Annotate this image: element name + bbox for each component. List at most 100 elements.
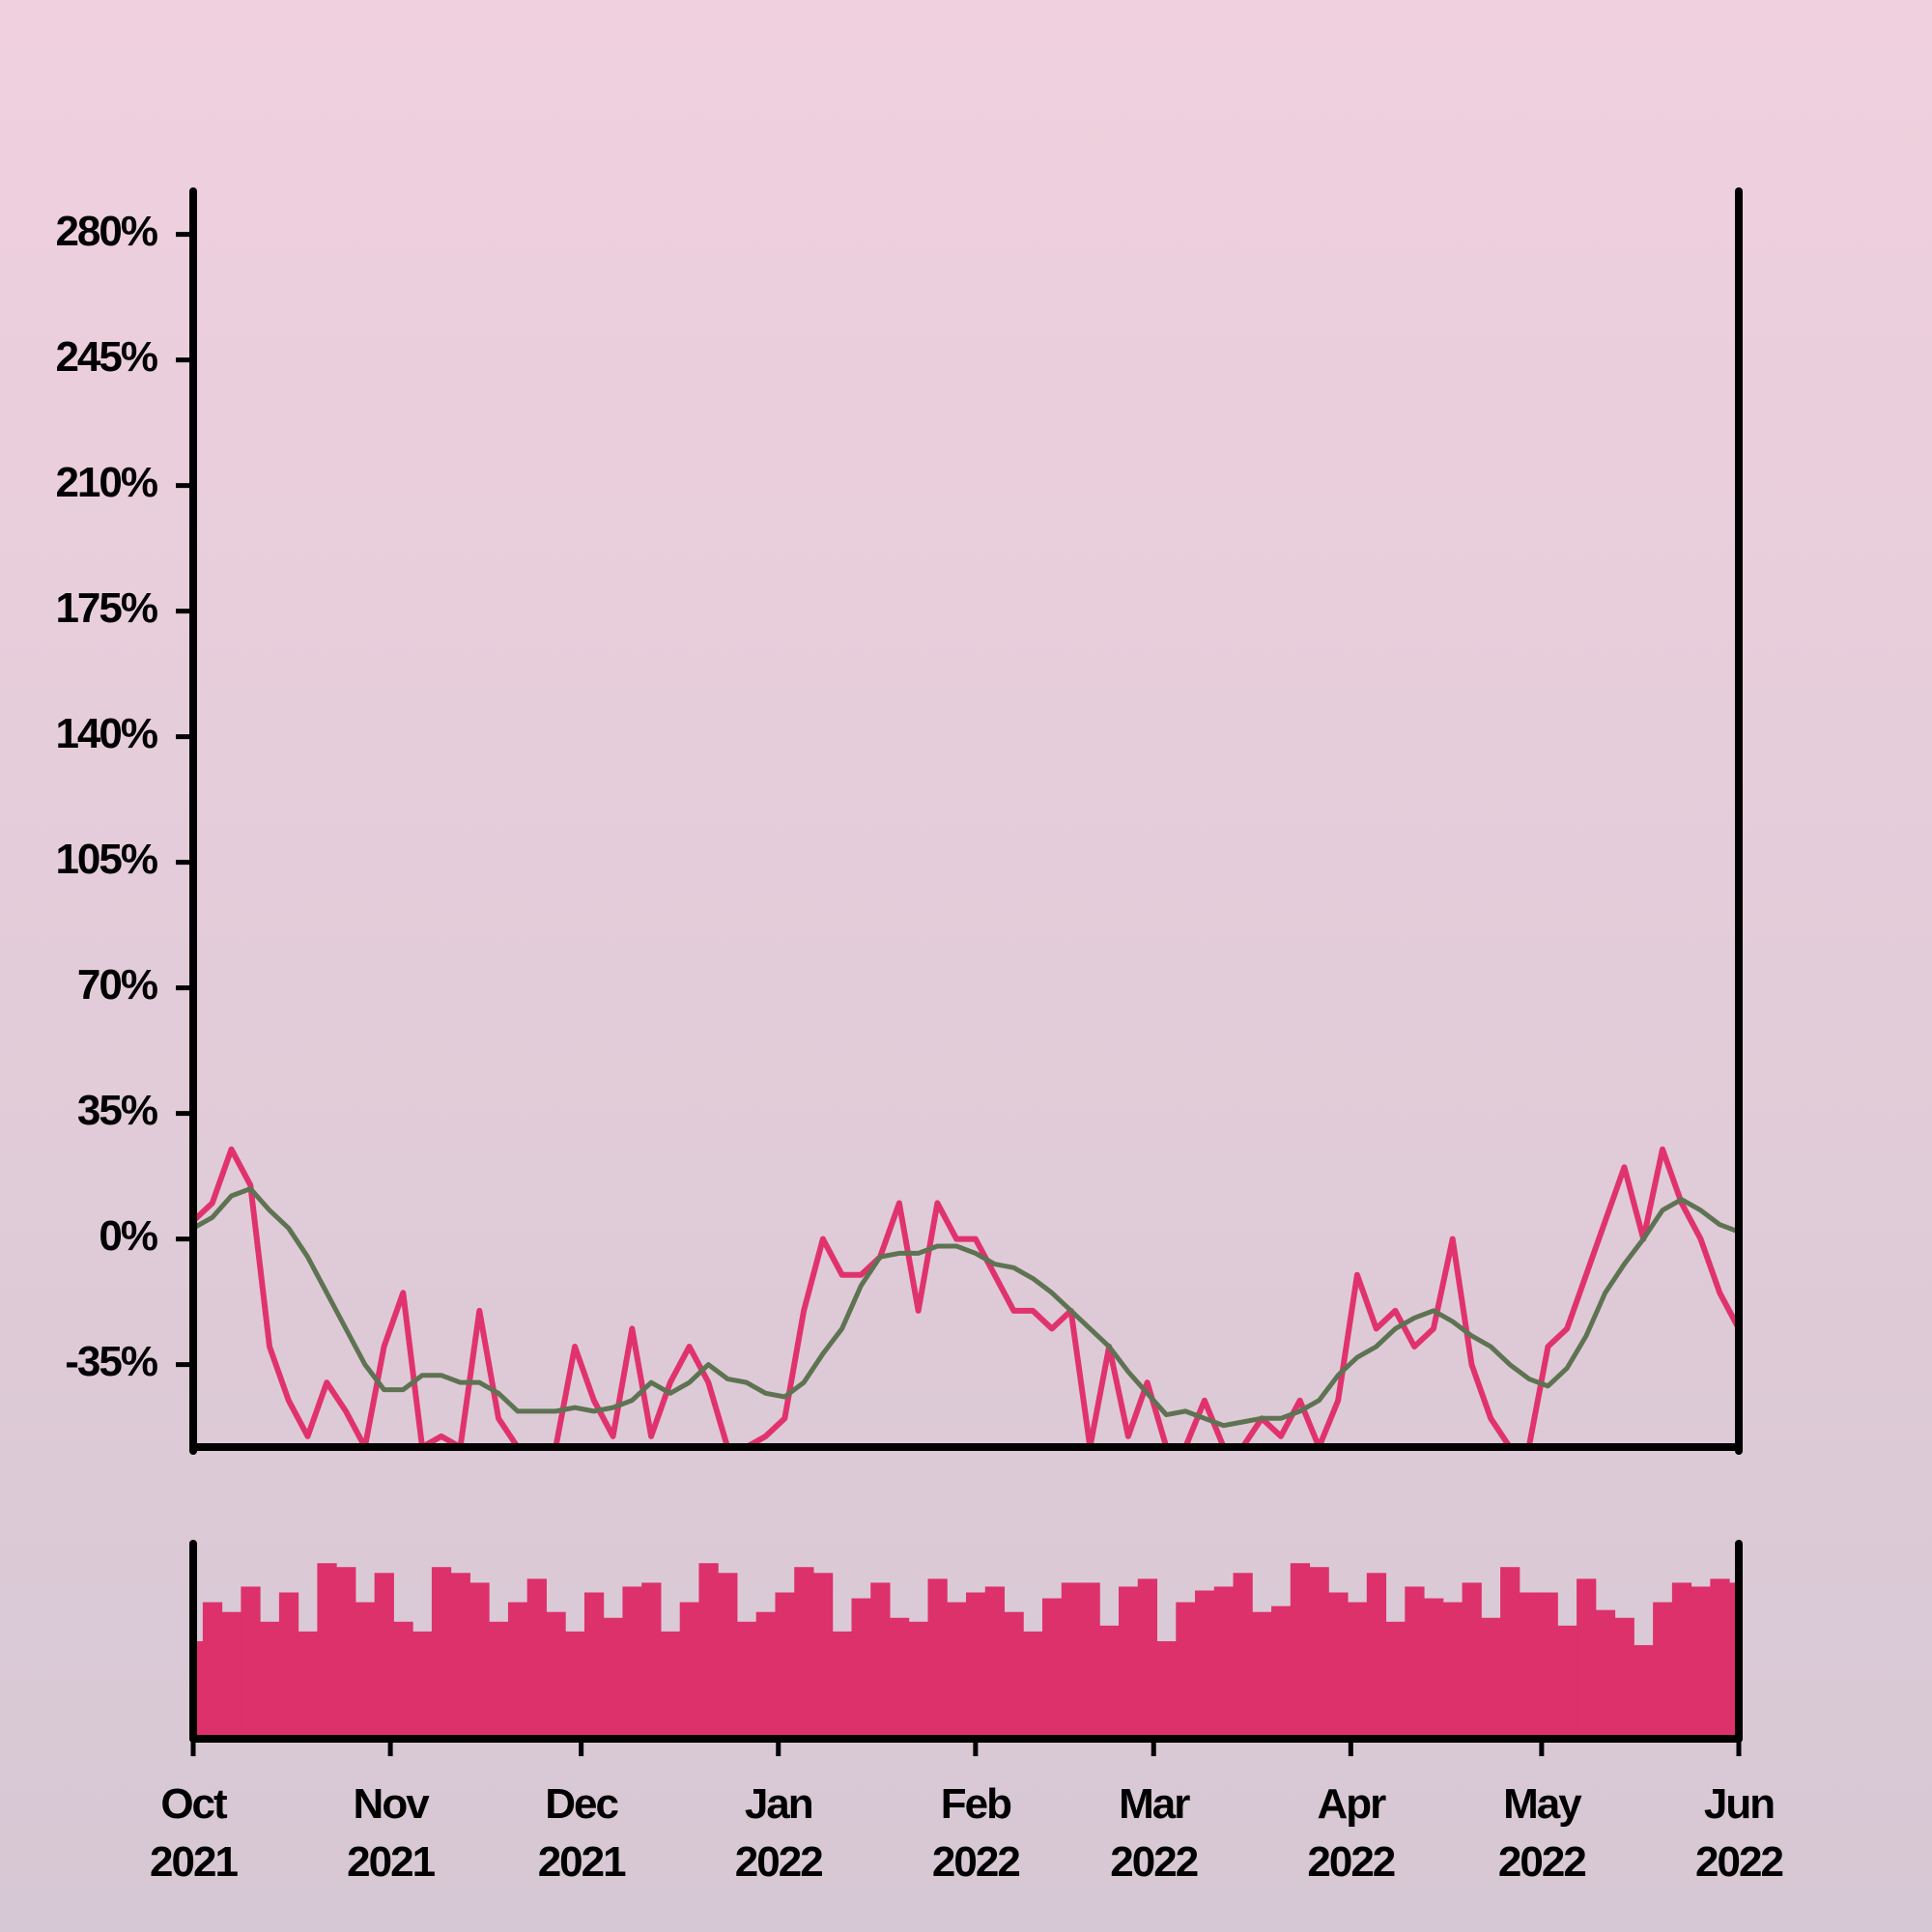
volume-bar bbox=[1328, 1592, 1349, 1739]
volume-bar bbox=[526, 1578, 547, 1739]
x-tick-label: Jan 2022 bbox=[734, 1780, 824, 1886]
y-tick-label: 210% bbox=[55, 459, 156, 506]
volume-bar bbox=[412, 1631, 433, 1739]
volume-bar bbox=[1634, 1645, 1654, 1739]
volume-bar bbox=[278, 1592, 299, 1739]
volume-bar bbox=[1176, 1602, 1196, 1739]
y-tick-label: 245% bbox=[55, 333, 156, 381]
y-tick-label: 0% bbox=[99, 1212, 156, 1260]
volume-bar bbox=[374, 1573, 394, 1739]
volume-bar bbox=[1233, 1573, 1253, 1739]
volume-bar bbox=[736, 1621, 757, 1739]
x-tick-label: Apr 2022 bbox=[1307, 1780, 1396, 1886]
x-tick-label: Mar 2022 bbox=[1110, 1780, 1199, 1886]
volume-bar bbox=[1195, 1590, 1215, 1739]
volume-bar bbox=[794, 1567, 814, 1739]
volume-bar bbox=[622, 1586, 642, 1739]
volume-bar bbox=[431, 1567, 452, 1739]
volume-bar bbox=[565, 1631, 585, 1739]
volume-bar bbox=[984, 1586, 1006, 1739]
volume-bar bbox=[927, 1578, 948, 1739]
volume-bar bbox=[1557, 1625, 1577, 1739]
volume-bar bbox=[1481, 1617, 1501, 1739]
volume-bar bbox=[1348, 1602, 1368, 1739]
volume-bar bbox=[1385, 1621, 1406, 1739]
x-tick-label: Feb 2022 bbox=[931, 1780, 1021, 1886]
volume-bar bbox=[851, 1598, 871, 1739]
volume-bar bbox=[1442, 1602, 1463, 1739]
volume-bar bbox=[1023, 1631, 1043, 1739]
volume-bar bbox=[1710, 1578, 1730, 1739]
volume-bar bbox=[832, 1631, 852, 1739]
volume-bar bbox=[1119, 1586, 1139, 1739]
series-line bbox=[193, 1146, 1739, 1447]
volume-bar bbox=[355, 1602, 376, 1739]
volume-bar bbox=[583, 1592, 605, 1739]
x-tick-label: Oct 2021 bbox=[150, 1780, 239, 1886]
y-tick-label: -35% bbox=[65, 1338, 157, 1385]
volume-bar bbox=[1462, 1582, 1482, 1739]
volume-bar bbox=[1500, 1567, 1520, 1739]
volume-bar bbox=[202, 1602, 223, 1739]
volume-bar bbox=[1061, 1582, 1082, 1739]
volume-bar bbox=[775, 1592, 795, 1739]
volume-bar bbox=[660, 1631, 681, 1739]
x-tick-label: May 2022 bbox=[1497, 1780, 1587, 1886]
volume-bar bbox=[947, 1602, 967, 1739]
volume-bar bbox=[603, 1617, 623, 1739]
volume-bar bbox=[260, 1621, 280, 1739]
x-tick-label: Jun 2022 bbox=[1695, 1780, 1784, 1886]
volume-bar bbox=[1595, 1609, 1616, 1739]
volume-bar bbox=[908, 1621, 928, 1739]
volume-bar bbox=[317, 1563, 337, 1739]
y-tick-label: 70% bbox=[77, 961, 157, 1009]
volume-bar bbox=[1519, 1592, 1540, 1739]
volume-bar bbox=[1309, 1567, 1329, 1739]
volume-bar bbox=[546, 1611, 566, 1739]
volume-bar bbox=[1653, 1602, 1673, 1739]
volume-bar bbox=[1271, 1605, 1292, 1739]
volume-bar bbox=[469, 1582, 490, 1739]
volume-bar bbox=[679, 1602, 699, 1739]
volume-bar bbox=[718, 1573, 738, 1739]
x-tick-label: Nov 2021 bbox=[347, 1780, 436, 1886]
volume-bar bbox=[1671, 1582, 1692, 1739]
volume-bar bbox=[966, 1592, 986, 1739]
y-tick-label: 140% bbox=[55, 710, 156, 757]
x-tick-label: Dec 2021 bbox=[537, 1780, 627, 1886]
volume-bar bbox=[1729, 1582, 1739, 1739]
volume-bar bbox=[1156, 1641, 1177, 1739]
volume-bar bbox=[1366, 1573, 1387, 1739]
series-line bbox=[193, 1186, 1739, 1429]
volume-bar bbox=[1042, 1598, 1063, 1739]
volume-bar bbox=[1577, 1578, 1597, 1739]
volume-bar bbox=[889, 1617, 910, 1739]
volume-bar bbox=[812, 1573, 834, 1739]
volume-bar bbox=[870, 1582, 891, 1739]
volume-bar bbox=[1004, 1611, 1024, 1739]
y-tick-label: 175% bbox=[55, 584, 156, 632]
y-tick-label: 280% bbox=[55, 208, 156, 255]
y-tick-label: 105% bbox=[55, 836, 156, 883]
volume-bar bbox=[1099, 1625, 1120, 1739]
volume-bar bbox=[1213, 1586, 1235, 1739]
volume-bar bbox=[221, 1611, 242, 1739]
volume-bar bbox=[1424, 1598, 1444, 1739]
volume-bar bbox=[193, 1641, 204, 1739]
volume-bar bbox=[1137, 1578, 1158, 1739]
volume-bar bbox=[1614, 1617, 1634, 1739]
volume-bar bbox=[507, 1602, 528, 1739]
volume-bar bbox=[336, 1567, 356, 1739]
volume-bar bbox=[698, 1563, 719, 1739]
volume-bar bbox=[393, 1621, 413, 1739]
y-tick-label: 35% bbox=[77, 1087, 157, 1134]
volume-bar bbox=[641, 1582, 662, 1739]
volume-bar bbox=[1252, 1611, 1272, 1739]
volume-bar bbox=[1290, 1563, 1311, 1739]
volume-bar bbox=[1405, 1586, 1425, 1739]
volume-bar bbox=[1538, 1592, 1558, 1739]
volume-bar bbox=[298, 1631, 318, 1739]
volume-bar bbox=[755, 1611, 776, 1739]
